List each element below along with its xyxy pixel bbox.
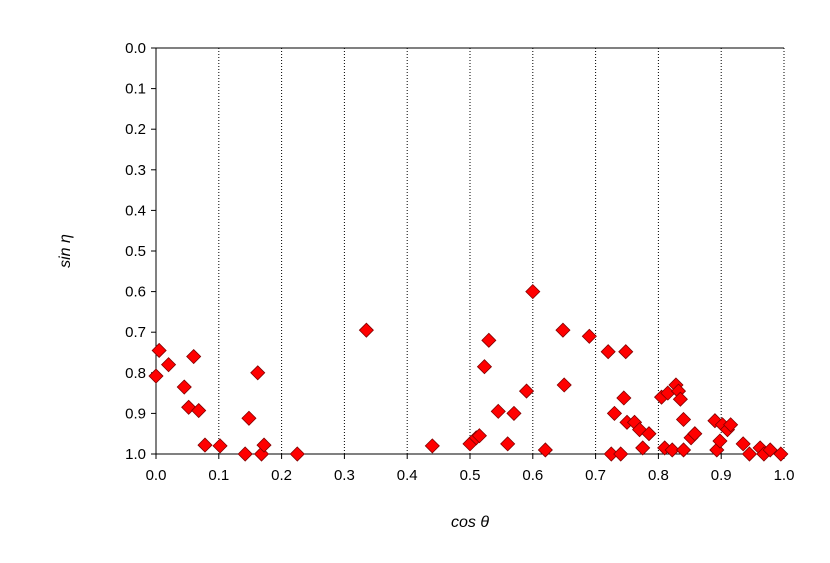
data-point xyxy=(525,284,541,300)
y-tick-label: 1.0 xyxy=(125,446,146,463)
x-tick-label: 0.1 xyxy=(208,467,229,484)
y-tick-label: 0.8 xyxy=(125,365,146,382)
data-point xyxy=(664,442,680,458)
y-tick-label: 0.4 xyxy=(125,202,146,219)
y-tick-label: 0.1 xyxy=(125,81,146,98)
data-point xyxy=(176,379,192,395)
x-tick-label: 0.5 xyxy=(460,467,481,484)
data-point xyxy=(735,436,751,452)
y-axis-title: sin η xyxy=(57,234,74,268)
data-point xyxy=(191,402,207,419)
y-tick-label: 0.5 xyxy=(125,243,146,260)
y-tick-label: 0.7 xyxy=(125,324,146,341)
data-point xyxy=(471,428,487,444)
data-point xyxy=(506,405,522,421)
data-point xyxy=(237,446,253,462)
data-point xyxy=(741,446,758,462)
y-tick-label: 0.9 xyxy=(125,405,146,422)
x-axis-title: cos θ xyxy=(451,514,489,531)
x-tick-label: 0.4 xyxy=(397,467,418,484)
data-point xyxy=(600,344,616,360)
data-point xyxy=(675,442,692,458)
data-point xyxy=(613,446,629,462)
x-tick-label: 0.3 xyxy=(334,467,355,484)
data-point xyxy=(490,403,506,419)
data-point xyxy=(773,446,789,462)
data-point xyxy=(250,365,266,381)
data-point xyxy=(762,442,778,458)
data-point xyxy=(723,417,739,433)
data-point xyxy=(197,437,213,453)
y-tick-label: 0.6 xyxy=(125,284,146,301)
data-point xyxy=(148,368,164,384)
x-tick-label: 0.2 xyxy=(271,467,292,484)
data-point xyxy=(151,342,167,359)
data-points xyxy=(148,284,789,462)
y-tick-label: 0.2 xyxy=(125,121,146,138)
gridlines xyxy=(218,48,785,454)
tick-marks xyxy=(151,47,785,459)
x-tick-labels: 0.0 0.1 0.2 0.3 0.4 0.5 0.6 0.7 0.8 0.9 1.0 xyxy=(146,467,795,484)
data-point xyxy=(358,322,374,338)
x-tick-label: 0.7 xyxy=(585,467,606,484)
data-point xyxy=(289,446,305,462)
x-tick-label: 0.8 xyxy=(648,467,669,484)
x-tick-label: 1.0 xyxy=(774,467,795,484)
data-point xyxy=(675,411,692,428)
x-tick-label: 0.6 xyxy=(522,467,543,484)
data-point xyxy=(555,322,571,338)
data-point xyxy=(160,357,177,373)
data-point xyxy=(476,359,493,375)
data-point xyxy=(241,410,257,426)
data-point xyxy=(672,391,688,407)
y-tick-labels: 0.0 0.1 0.2 0.3 0.4 0.5 0.6 0.7 0.8 0.9 1.0 xyxy=(125,40,146,463)
data-point xyxy=(606,405,623,421)
data-point xyxy=(581,328,597,344)
data-point xyxy=(537,442,553,458)
y-tick-label: 0.3 xyxy=(125,162,146,179)
data-point xyxy=(635,440,651,456)
y-tick-label: 0.0 xyxy=(125,40,146,57)
data-point xyxy=(712,433,728,449)
data-point xyxy=(481,332,497,348)
data-point xyxy=(424,438,440,454)
data-point xyxy=(556,377,572,393)
x-tick-label: 0.9 xyxy=(711,467,732,484)
x-tick-label: 0.0 xyxy=(146,467,167,484)
data-point xyxy=(687,426,703,442)
data-point xyxy=(186,348,202,365)
data-point xyxy=(616,390,632,406)
data-point xyxy=(212,438,228,454)
data-point xyxy=(618,344,634,360)
data-point xyxy=(500,436,516,452)
data-point xyxy=(256,437,272,453)
data-point xyxy=(641,426,657,442)
data-point xyxy=(518,383,535,399)
